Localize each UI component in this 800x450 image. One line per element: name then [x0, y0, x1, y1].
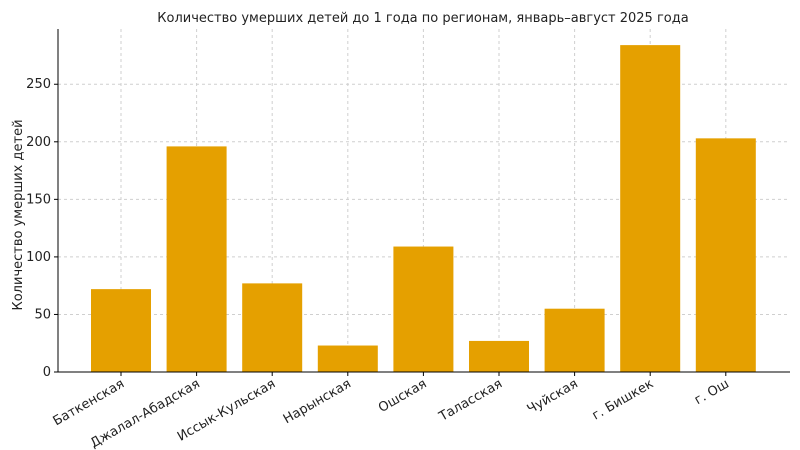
x-tick-label: г. Бишкек	[590, 376, 657, 423]
bar	[242, 283, 303, 372]
y-tick-label: 100	[26, 250, 51, 265]
bar	[166, 146, 227, 372]
y-tick-label: 50	[34, 307, 51, 322]
bars	[91, 45, 756, 372]
x-tick-label: г. Ош	[692, 376, 732, 408]
y-ticks: 0 50 100 150 200 250	[26, 77, 58, 380]
chart-title: Количество умерших детей до 1 года по ре…	[157, 11, 688, 26]
y-tick-label: 0	[43, 365, 51, 380]
x-tick-label: Нарынская	[281, 376, 354, 427]
y-axis-label: Количество умерших детей	[11, 119, 26, 310]
x-tick-label: Ошская	[376, 376, 429, 415]
bar	[695, 138, 756, 372]
y-tick-label: 200	[26, 135, 51, 150]
x-tick-label: Чуйская	[525, 376, 581, 417]
bar	[393, 246, 454, 372]
bar	[317, 345, 378, 372]
y-tick-label: 150	[26, 192, 51, 207]
bar	[544, 308, 605, 372]
bar	[620, 45, 681, 372]
bar	[469, 340, 529, 372]
bar	[91, 289, 151, 372]
x-tick-label: Таласская	[436, 376, 505, 425]
y-tick-label: 250	[26, 77, 51, 92]
